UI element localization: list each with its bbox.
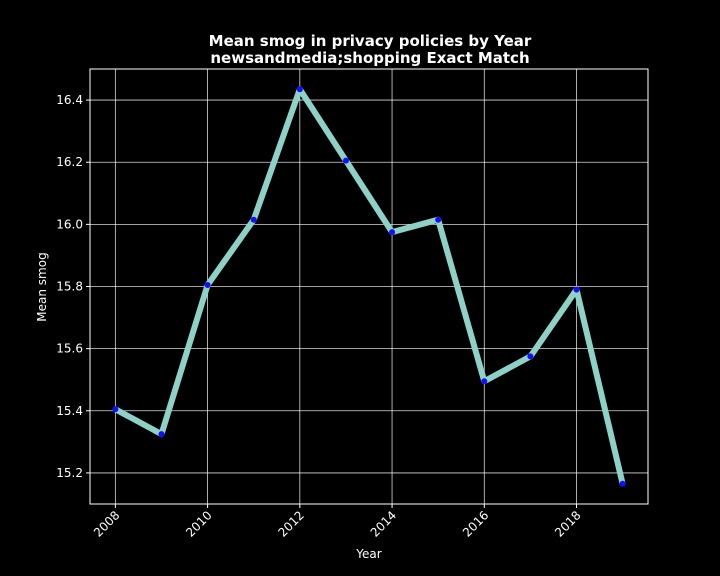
x-tick-label: 2016: [460, 508, 491, 539]
grid-lines: [90, 69, 648, 504]
data-point-2012: [296, 86, 303, 93]
y-tick-label: 15.2: [56, 466, 83, 480]
data-point-2015: [435, 216, 442, 223]
y-tick-label: 15.4: [56, 404, 83, 418]
y-axis-label: Mean smog: [35, 252, 49, 321]
data-point-2011: [250, 216, 257, 223]
y-tick-label: 16.0: [56, 217, 83, 231]
y-tick-label: 15.8: [56, 280, 83, 294]
data-point-2019: [619, 480, 626, 487]
data-point-2017: [527, 353, 534, 360]
data-point-2010: [204, 281, 211, 288]
chart-title: Mean smog in privacy policies by Year: [209, 32, 532, 50]
series: [112, 86, 626, 487]
x-tick-label: 2010: [183, 508, 214, 539]
x-axis-label: Year: [355, 547, 381, 561]
chart-subtitle: newsandmedia;shopping Exact Match: [210, 49, 529, 67]
x-tick-label: 2018: [552, 508, 583, 539]
data-point-2016: [481, 378, 488, 385]
y-tick-label: 15.6: [56, 342, 83, 356]
y-tick-label: 16.2: [56, 155, 83, 169]
x-tick-label: 2012: [275, 508, 306, 539]
x-tick-label: 2008: [91, 508, 122, 539]
data-point-2013: [342, 157, 349, 164]
data-point-2018: [573, 286, 580, 293]
data-point-2014: [389, 229, 396, 236]
y-tick-label: 16.4: [56, 93, 83, 107]
data-point-2008: [112, 406, 119, 413]
series-line: [113, 86, 626, 485]
data-point-2009: [158, 431, 165, 438]
x-tick-label: 2014: [368, 508, 399, 539]
